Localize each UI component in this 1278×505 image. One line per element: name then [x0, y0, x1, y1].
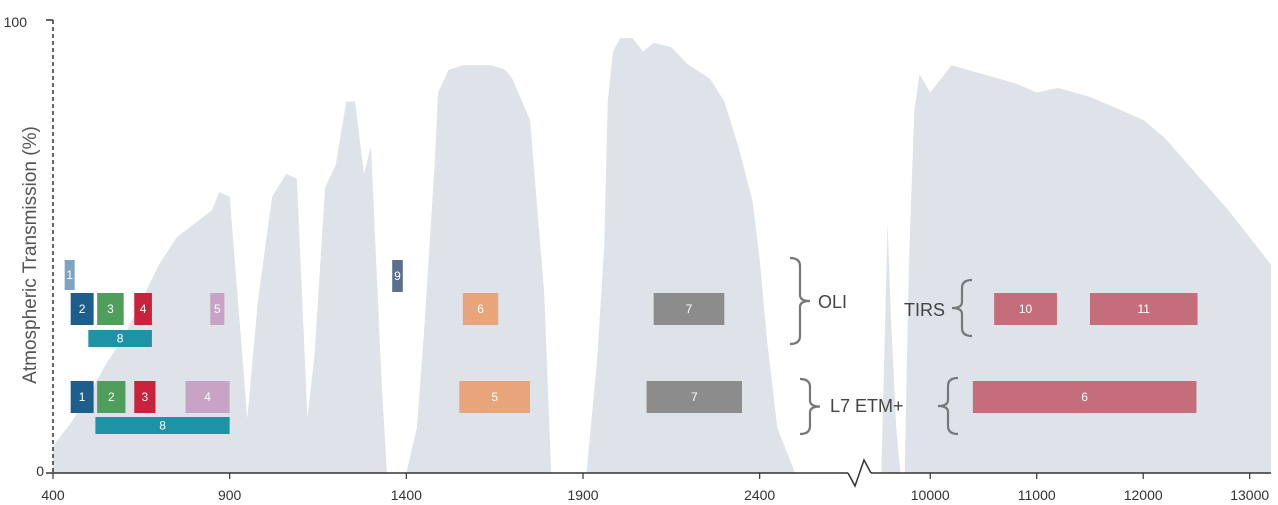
oli-band-rect: [462, 293, 499, 325]
transmission-areas: [53, 38, 1271, 474]
etm-band-rect: [95, 417, 230, 434]
x-tick-label: 10000: [911, 487, 950, 503]
etm-label: L7 ETM+: [830, 396, 904, 416]
oli-band-label: 10: [1019, 302, 1033, 316]
etm-band-5: 5: [459, 381, 530, 413]
oli-band-3: 3: [97, 293, 124, 325]
oli-band-label: 11: [1138, 302, 1151, 316]
etm-band-label: 4: [204, 390, 211, 404]
oli-band-rect: [97, 293, 124, 325]
axis-break: [847, 458, 872, 488]
oli-band-label: 5: [214, 302, 221, 316]
oli-label: OLI: [818, 292, 847, 312]
x-tick-label: 12000: [1124, 487, 1163, 503]
etm-band-2: 2: [97, 381, 126, 413]
oli-band-label: 9: [394, 269, 401, 283]
etm-band-label: 2: [108, 390, 115, 404]
y-axis-title: Atmospheric Transmission (%): [20, 126, 41, 384]
axes: [46, 19, 1271, 488]
etm-band-8: 8: [95, 417, 230, 434]
etm-band-rect: [185, 381, 230, 413]
x-tick-label: 900: [218, 487, 242, 503]
etm-band-label: 3: [142, 390, 149, 404]
etm-band-1: 1: [70, 381, 94, 413]
x-tick-label: 13000: [1230, 487, 1269, 503]
etm-band-3: 3: [134, 381, 156, 413]
transmission-area: [406, 65, 552, 474]
oli-band-8: 8: [88, 330, 152, 347]
x-tick-label: 1900: [567, 487, 598, 503]
etm-band-label: 8: [159, 419, 166, 433]
x-tick-label: 2400: [744, 487, 775, 503]
oli-band-rect: [1089, 293, 1198, 325]
y-tick-100: 100: [4, 14, 28, 30]
oli-band-label: 3: [107, 302, 114, 316]
x-tick-label: 1400: [391, 487, 422, 503]
oli-band-11: 11: [1089, 293, 1198, 325]
tirs-brace: [951, 278, 973, 338]
x-tick-label: 11000: [1018, 487, 1056, 503]
oli-band-label: 4: [140, 302, 147, 316]
x-tick-label: 400: [41, 487, 65, 503]
oli-band-4: 4: [134, 293, 152, 325]
oli-band-6: 6: [462, 293, 499, 325]
oli-band-rect: [134, 293, 152, 325]
oli-band-9: 9: [392, 260, 403, 292]
oli-brace: [789, 256, 811, 346]
etm-band-rect: [70, 381, 94, 413]
oli-band-5: 5: [210, 293, 225, 325]
oli-band-rect: [653, 293, 725, 325]
transmission-area: [586, 38, 795, 473]
etm-brace: [799, 377, 821, 436]
etm-band-rect: [646, 381, 742, 413]
oli-band-label: 7: [686, 302, 693, 316]
etm-band-rect: [134, 381, 156, 413]
oli-band-rect: [88, 330, 152, 347]
oli-band-2: 2: [70, 293, 94, 325]
oli-band-rect: [70, 293, 94, 325]
etm-band-rect: [459, 381, 530, 413]
oli-band-10: 10: [994, 293, 1057, 325]
oli-band-label: 1: [66, 268, 73, 282]
oli-band-label: 6: [477, 302, 484, 316]
etm-band-rect: [972, 381, 1197, 413]
etm-band-rect: [97, 381, 126, 413]
oli-band-rect: [994, 293, 1057, 325]
etm-band-label: 6: [1081, 390, 1088, 404]
etm-band-6: 6: [972, 381, 1197, 413]
transmission-area: [881, 223, 901, 473]
etm-band-label: 7: [691, 390, 698, 404]
oli-band-7: 7: [653, 293, 725, 325]
oli-band-rect: [392, 260, 403, 292]
etm-band-7: 7: [646, 381, 742, 413]
etm-thermal-brace: [937, 376, 959, 436]
oli-band-1: 1: [64, 260, 75, 290]
etm-band-4: 4: [185, 381, 230, 413]
oli-band-label: 8: [117, 332, 124, 346]
chart-text: Atmospheric Transmission (%) 100 0 OLI T…: [4, 14, 1270, 503]
transmission-area: [904, 65, 1271, 474]
braces: [789, 256, 973, 436]
transmission-area: [53, 101, 387, 473]
oli-band-label: 2: [79, 302, 86, 316]
oli-band-rect: [64, 260, 75, 290]
y-tick-0: 0: [36, 463, 44, 479]
oli-band-rect: [210, 293, 225, 325]
etm-band-label: 1: [79, 390, 86, 404]
etm-band-label: 5: [491, 390, 498, 404]
tirs-label: TIRS: [904, 300, 945, 320]
